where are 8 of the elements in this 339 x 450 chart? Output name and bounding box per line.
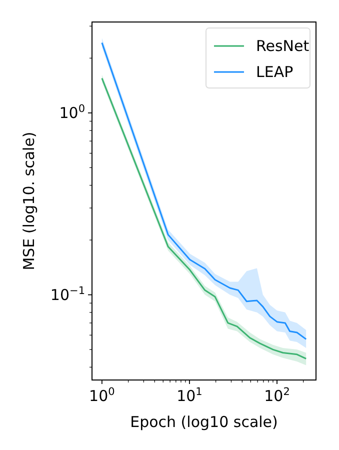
x-axis-title: Epoch (log10 scale) xyxy=(130,413,278,431)
y-axis-title: MSE (log10. scale) xyxy=(20,132,38,270)
x-tick-label: 10$^{1}$ xyxy=(176,386,202,405)
y-tick-label: 10$^{−1}$ xyxy=(50,284,85,304)
x-tick-label: 10$^{2}$ xyxy=(264,386,290,405)
x-tick-label: 10$^{0}$ xyxy=(89,386,115,405)
legend-label: LEAP xyxy=(256,63,294,81)
legend-label: ResNet xyxy=(256,37,310,55)
